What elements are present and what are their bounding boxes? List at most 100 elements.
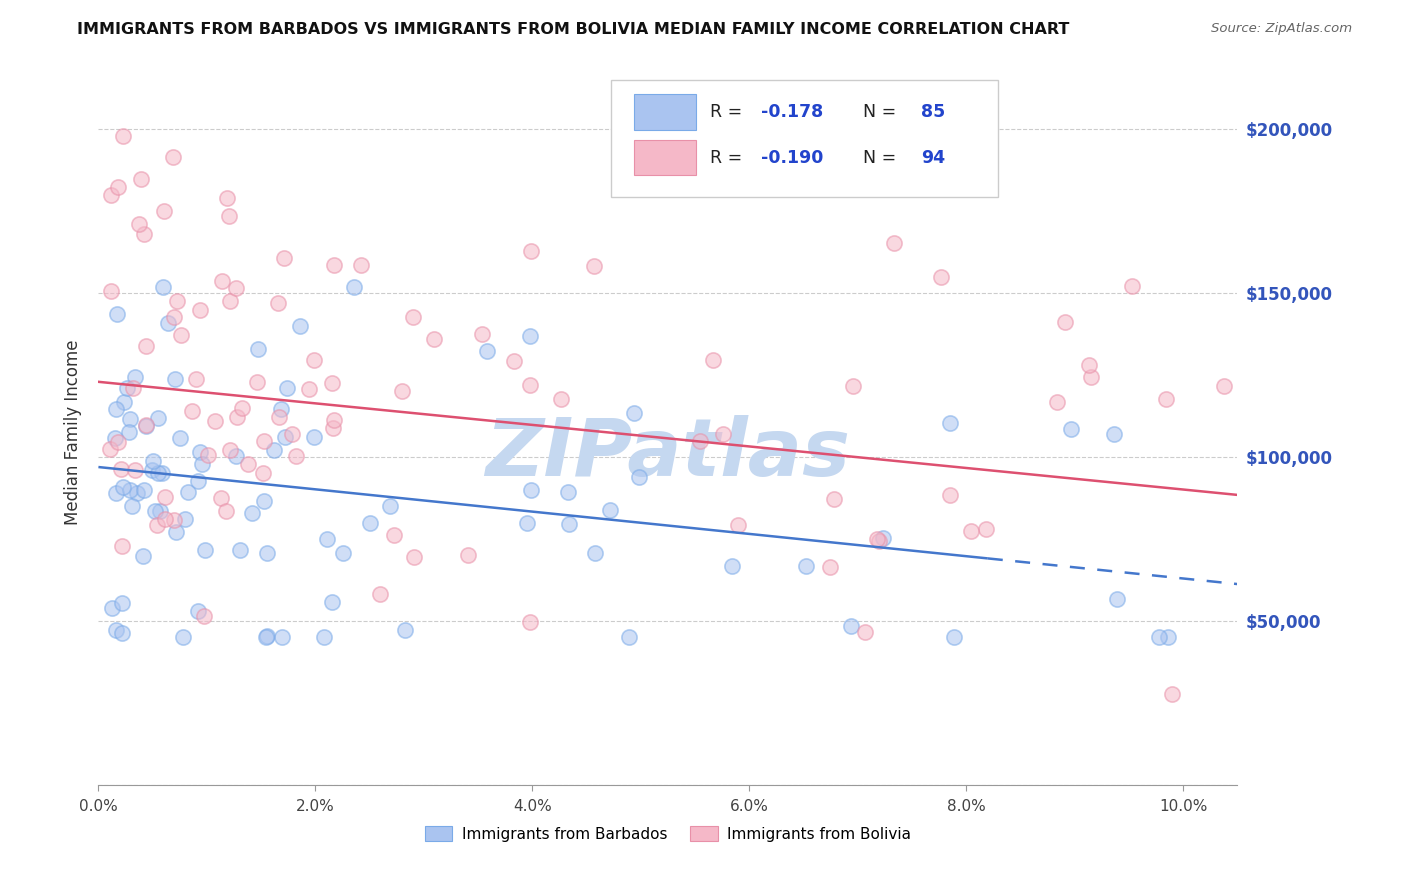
Point <box>110 461 132 475</box>
Point <box>156 316 179 330</box>
Point <box>322 420 344 434</box>
Point <box>557 485 579 500</box>
FancyBboxPatch shape <box>634 140 696 176</box>
Point <box>721 559 744 574</box>
Point <box>165 525 187 540</box>
Point <box>135 418 157 433</box>
Point <box>627 469 650 483</box>
Point <box>177 485 200 500</box>
Point <box>820 560 842 574</box>
Point <box>111 596 134 610</box>
FancyBboxPatch shape <box>634 95 696 129</box>
Point <box>1080 369 1102 384</box>
Point <box>246 343 269 357</box>
Point <box>194 543 217 558</box>
Point <box>146 411 169 425</box>
Point <box>153 511 176 525</box>
Point <box>939 416 962 430</box>
Point <box>211 274 233 288</box>
Point <box>120 483 142 497</box>
Point <box>939 488 962 502</box>
Point <box>129 171 152 186</box>
Point <box>267 296 290 310</box>
Point <box>503 354 526 368</box>
Point <box>188 445 211 459</box>
Point <box>883 235 905 250</box>
Point <box>111 128 134 143</box>
Point <box>153 490 176 504</box>
Point <box>112 395 135 409</box>
Point <box>422 332 444 346</box>
Point <box>122 381 145 395</box>
Text: -0.190: -0.190 <box>761 149 824 167</box>
Point <box>226 409 249 424</box>
Point <box>193 609 215 624</box>
Point <box>209 491 232 505</box>
Point <box>727 518 749 533</box>
Point <box>219 293 242 308</box>
Point <box>702 353 724 368</box>
Point <box>252 467 274 481</box>
Point <box>273 430 295 444</box>
Point <box>174 512 197 526</box>
Point <box>583 546 606 560</box>
Point <box>246 375 269 389</box>
Point <box>111 625 134 640</box>
Point <box>270 401 292 416</box>
Point <box>343 280 366 294</box>
Point <box>187 604 209 618</box>
Text: 94: 94 <box>921 149 945 167</box>
Point <box>711 427 734 442</box>
Point <box>152 280 174 294</box>
Point <box>112 480 135 494</box>
Point <box>252 434 274 448</box>
Point <box>256 546 278 560</box>
Point <box>520 244 543 258</box>
Legend: Immigrants from Barbados, Immigrants from Bolivia: Immigrants from Barbados, Immigrants fro… <box>419 820 917 847</box>
Point <box>866 533 889 547</box>
Point <box>142 454 165 468</box>
Point <box>583 259 606 273</box>
Point <box>516 516 538 531</box>
Point <box>841 379 863 393</box>
Point <box>111 539 134 553</box>
Point <box>218 443 240 458</box>
Point <box>321 594 343 608</box>
Point <box>148 467 170 481</box>
Point <box>394 623 416 637</box>
Point <box>520 483 543 497</box>
Point <box>135 339 157 353</box>
Point <box>839 619 862 633</box>
Point <box>794 558 817 573</box>
Point <box>118 425 141 439</box>
Point <box>943 631 966 645</box>
Point <box>225 281 247 295</box>
Point <box>127 486 149 500</box>
Point <box>316 532 339 546</box>
Point <box>225 450 247 464</box>
Point <box>107 180 129 194</box>
Point <box>1054 316 1077 330</box>
Point <box>475 343 498 358</box>
FancyBboxPatch shape <box>612 80 998 196</box>
Text: N =: N = <box>852 149 903 167</box>
Point <box>166 294 188 309</box>
Point <box>163 310 186 325</box>
Point <box>471 326 494 341</box>
Point <box>599 503 621 517</box>
Point <box>100 188 122 202</box>
Point <box>276 381 298 395</box>
Point <box>231 401 253 415</box>
Point <box>280 426 302 441</box>
Point <box>124 370 146 384</box>
Point <box>1046 395 1069 409</box>
Point <box>104 485 127 500</box>
Point <box>181 403 204 417</box>
Point <box>117 381 139 395</box>
Point <box>519 377 541 392</box>
Point <box>163 513 186 527</box>
Point <box>402 310 425 324</box>
Point <box>312 631 335 645</box>
Point <box>204 414 226 428</box>
Point <box>378 499 401 513</box>
